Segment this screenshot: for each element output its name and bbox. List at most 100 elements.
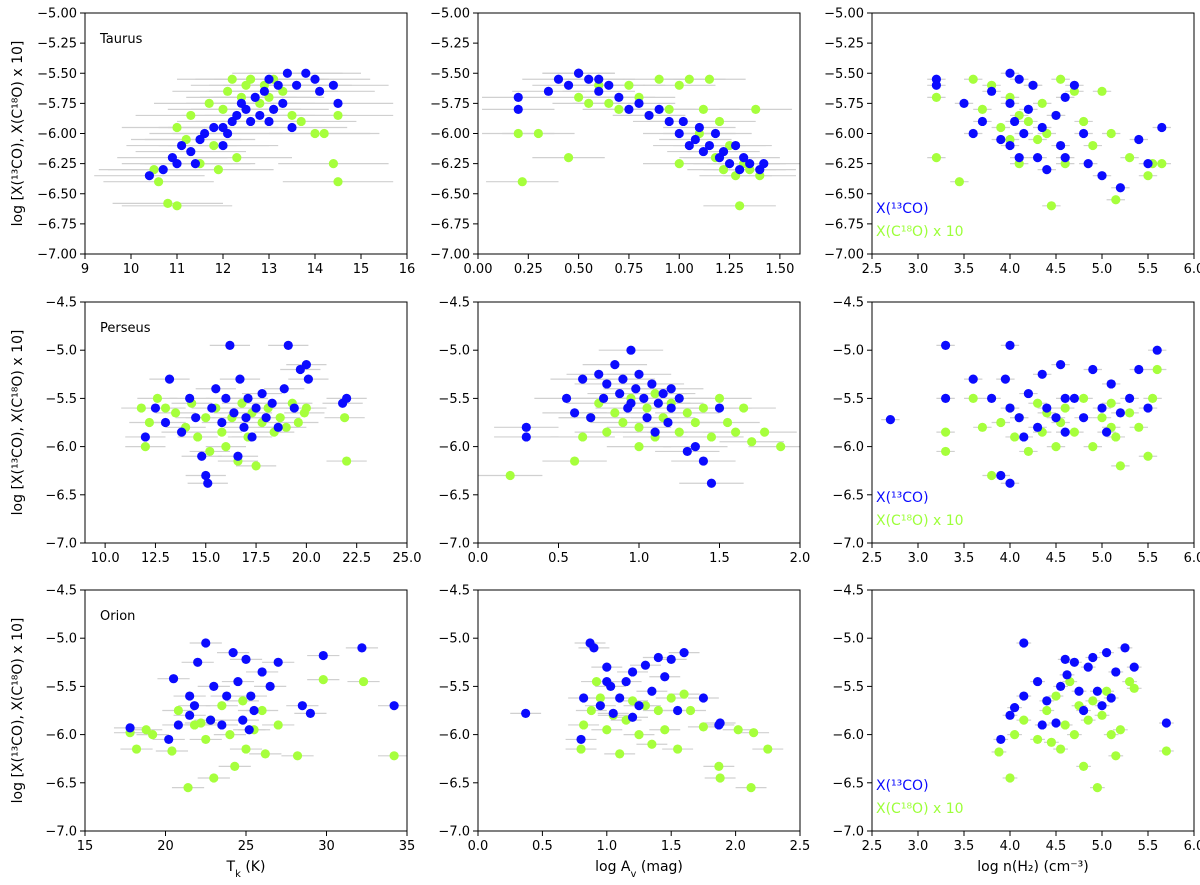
data-point: [1157, 122, 1167, 133]
data-point: [275, 413, 285, 423]
series-x13co: [513, 68, 769, 175]
data-point: [148, 730, 158, 740]
data-point: [140, 442, 150, 452]
y-tick-label: −5.75: [37, 97, 77, 112]
data-point: [201, 413, 211, 423]
data-point: [642, 403, 652, 413]
data-point: [706, 432, 717, 442]
data-point: [1143, 451, 1153, 461]
data-point: [885, 415, 896, 425]
data-point: [1069, 80, 1079, 90]
data-point: [1010, 116, 1020, 127]
data-point: [650, 427, 660, 437]
data-point: [749, 728, 759, 738]
x-tick-label: 6.0: [1184, 839, 1200, 854]
data-point: [666, 654, 676, 665]
data-point: [1019, 638, 1029, 648]
data-point: [230, 761, 240, 772]
y-tick-label: −6.5: [832, 776, 864, 791]
data-point: [1033, 398, 1043, 408]
data-point: [1060, 393, 1070, 403]
data-point: [232, 110, 242, 121]
data-point: [1106, 398, 1116, 408]
data-point: [634, 369, 644, 379]
data-point: [731, 140, 741, 151]
data-point: [624, 80, 634, 90]
data-point: [682, 408, 692, 418]
data-point: [225, 340, 235, 350]
x-axis-label: Tk (K): [226, 859, 266, 880]
data-point: [289, 403, 299, 413]
data-point: [615, 749, 625, 759]
y-tick-label: −7.0: [832, 825, 864, 840]
data-point: [574, 68, 584, 78]
data-point: [221, 442, 231, 452]
data-point: [168, 674, 179, 684]
data-point: [1115, 461, 1125, 471]
series-x13co: [144, 68, 343, 181]
data-point: [759, 427, 770, 437]
data-point: [602, 662, 612, 672]
data-point: [521, 422, 531, 432]
x-tick-label: 15: [77, 839, 94, 854]
data-point: [318, 650, 328, 661]
data-point: [954, 177, 965, 187]
data-point: [1005, 340, 1015, 350]
data-point: [615, 693, 625, 703]
data-point: [1019, 432, 1029, 442]
data-point: [996, 122, 1006, 133]
data-point: [647, 686, 657, 696]
x-tick-label: 0.00: [464, 262, 493, 277]
data-point: [1005, 478, 1015, 488]
data-point: [1051, 691, 1061, 701]
data-point: [1042, 165, 1052, 175]
data-point: [158, 165, 168, 175]
data-point: [647, 379, 657, 389]
data-point: [205, 446, 215, 457]
data-point: [1046, 201, 1056, 211]
data-point: [521, 708, 531, 718]
data-point: [1111, 195, 1121, 205]
data-point: [164, 374, 175, 384]
y-tick-label: −5.5: [45, 392, 77, 407]
data-point: [690, 134, 700, 145]
data-point: [739, 153, 749, 163]
data-point: [746, 783, 756, 793]
x-tick-label: 16: [399, 262, 416, 277]
data-point: [698, 104, 709, 114]
y-tick-label: −4.5: [45, 296, 77, 311]
y-tick-label: −5.0: [438, 632, 470, 647]
y-tick-label: −6.5: [45, 488, 77, 503]
panel-2-2: 2.5 3.0 3.5 4.0 4.5 5.0 5.5 6.0 −7.0 −6.5 −6.0 −5.5…: [832, 584, 1200, 876]
y-tick-label: −5.75: [824, 97, 864, 112]
data-point: [183, 783, 193, 793]
y-tick-label: −7.0: [438, 825, 470, 840]
data-point: [246, 116, 256, 127]
data-point: [584, 74, 594, 84]
data-layer: [94, 68, 394, 211]
data-point: [172, 122, 182, 133]
y-tick-label: −4.5: [832, 584, 864, 599]
y-tick-label: −7.00: [37, 248, 77, 263]
data-point: [160, 417, 171, 428]
data-point: [238, 696, 248, 706]
x-tick-label: 1.5: [661, 839, 682, 854]
data-point: [1111, 432, 1121, 442]
panel-0-0: 9 10 11 12 13 14 15 16 −7.00 −6.75 −6.50 −6.25 −6.00…: [10, 7, 415, 278]
data-point: [1019, 691, 1029, 701]
data-point: [189, 701, 200, 711]
y-tick-label: −5.75: [430, 97, 470, 112]
panel-grid: 9 10 11 12 13 14 15 16−7.00−6.75−6.50−6.25−6.00…: [10, 7, 1200, 880]
data-point: [264, 116, 274, 127]
x-tick-label: 17.5: [242, 551, 271, 566]
data-point: [279, 384, 289, 394]
data-point: [1115, 183, 1125, 193]
data-point: [996, 470, 1006, 481]
data-point: [704, 74, 715, 84]
data-point: [136, 403, 146, 413]
y-tick-label: −6.25: [37, 157, 77, 172]
data-point: [739, 403, 749, 413]
x-axis-label: log Av (mag): [595, 859, 683, 880]
data-point: [1143, 159, 1153, 169]
